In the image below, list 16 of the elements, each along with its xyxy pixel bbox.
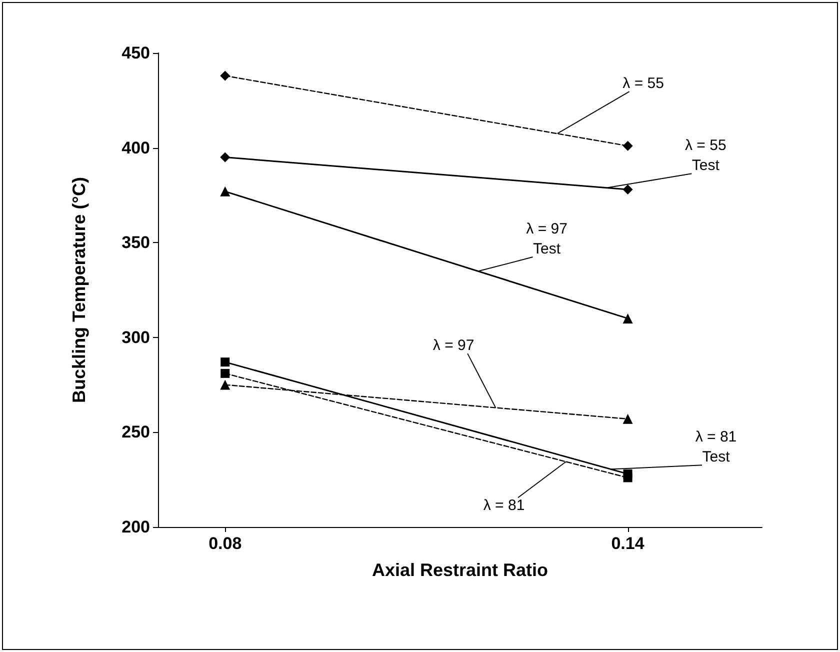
annotation: λ = 81 [483, 497, 525, 514]
annotation: λ = 81 Test [695, 428, 737, 466]
y-axis-title: Buckling Temperature (°C) [69, 177, 89, 403]
y-tick-label: 350 [122, 233, 150, 252]
annotation: λ = 97 [432, 337, 474, 354]
x-tick-label: 0.08 [208, 534, 242, 553]
y-tick-label: 300 [122, 328, 150, 347]
y-tick-label: 400 [122, 138, 150, 158]
y-tick-label: 250 [122, 422, 150, 442]
annotation: λ = 55 [622, 75, 664, 92]
annotation: λ = 97 Test [526, 220, 568, 258]
x-tick-label: 0.14 [611, 534, 645, 553]
x-axis-title: Axial Restraint Ratio [372, 560, 548, 580]
y-tick-label: 200 [122, 518, 150, 536]
annotation: λ = 55 Test [685, 137, 726, 174]
y-tick-label: 450 [122, 44, 150, 62]
